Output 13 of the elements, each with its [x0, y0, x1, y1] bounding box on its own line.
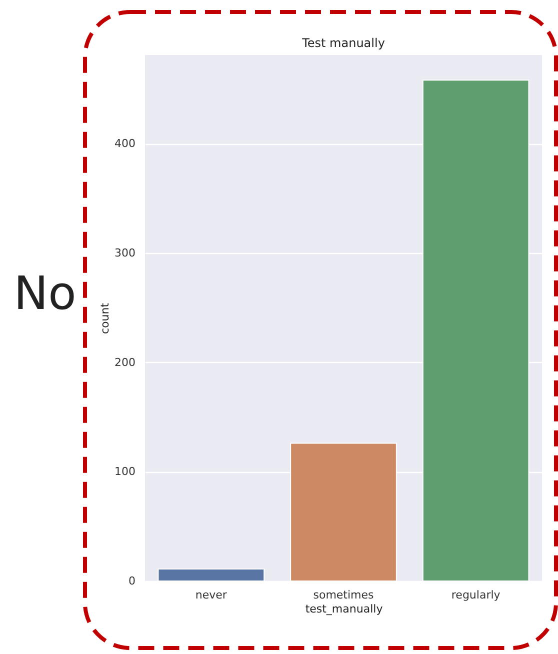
y-tick-label: 100 [114, 465, 136, 478]
x-axis-title: test_manually [305, 602, 384, 616]
y-tick-label: 300 [114, 246, 136, 260]
y-tick-label: 400 [114, 137, 136, 150]
x-tick-label: never [195, 588, 228, 602]
x-tick-label: regularly [451, 588, 501, 602]
chart-title: Test manually [301, 36, 385, 50]
x-tick-label: sometimes [313, 588, 374, 602]
y-axis-title: count [98, 302, 112, 334]
text: No [14, 266, 76, 320]
bar [158, 568, 265, 582]
y-tick-label: 200 [114, 356, 136, 369]
y-tick-label: 0 [128, 574, 136, 588]
